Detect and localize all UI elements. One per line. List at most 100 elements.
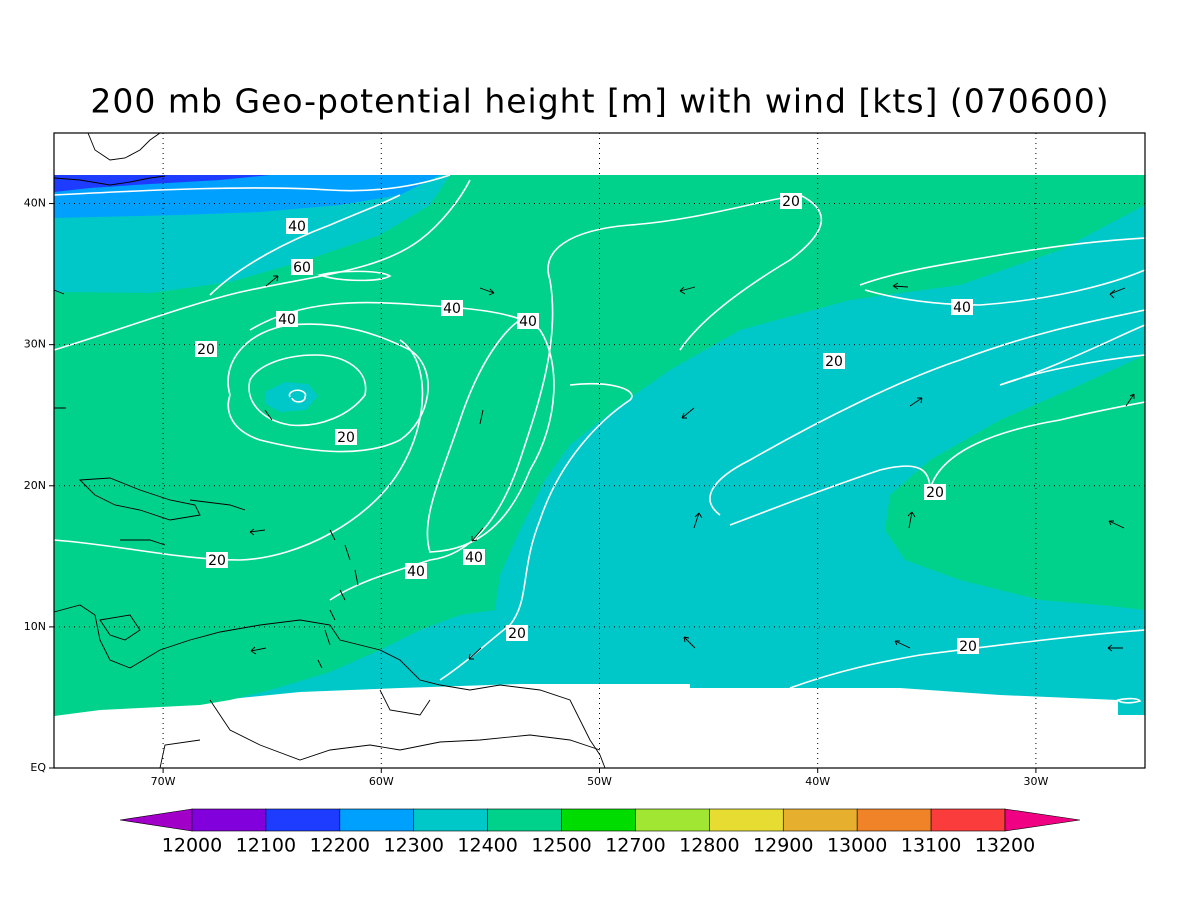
contour-label-box: [951, 299, 973, 315]
wind-arrow: [1108, 520, 1125, 529]
wind-arrow: [249, 528, 266, 536]
colorbar-swatch: [265, 808, 341, 832]
colorbar-end: [1004, 808, 1081, 832]
contour-label: 40: [278, 312, 296, 328]
colorbar-swatch: [191, 808, 267, 832]
contour-label-box: [506, 625, 528, 641]
contour-label: 60: [293, 260, 311, 276]
contour-label: 20: [337, 430, 355, 446]
contour-label-box: [924, 484, 946, 500]
x-tick-label: 70W: [151, 775, 176, 788]
contour-line: [248, 354, 367, 427]
x-tick-label: 60W: [369, 775, 394, 788]
colorbar-swatch: [782, 808, 858, 832]
wind-arrow: [681, 407, 695, 419]
x-tick-label: 50W: [587, 775, 612, 788]
wind-arrow: [53, 289, 484, 425]
map-title: 200 mb Geo-potential height [m] with win…: [90, 82, 1109, 121]
colorbar-label: 12000: [162, 835, 222, 857]
wind-arrow: [1125, 393, 1135, 407]
contour-label-box: [195, 341, 217, 357]
contour-label: 40: [465, 550, 483, 566]
field-region: [54, 175, 440, 218]
wind-arrow: [1109, 287, 1126, 299]
wind-arrow: [471, 527, 484, 542]
contour-label-box: [463, 549, 485, 565]
contour-label-box: [823, 353, 845, 369]
contour-label: 40: [443, 301, 461, 317]
colorbar-end: [119, 808, 193, 832]
contour-line: [329, 194, 823, 601]
contour-label: 20: [926, 485, 944, 501]
colorbar-label: 13100: [901, 835, 961, 857]
coastline: [120, 499, 246, 546]
contour-line: [864, 269, 1146, 306]
contour-label-box: [291, 259, 313, 275]
colorbar-swatch: [413, 808, 488, 832]
colorbar-label: 13200: [975, 835, 1035, 857]
y-tick-label: 10N: [24, 620, 46, 633]
wind-vectors: [53, 275, 1135, 660]
contour-line: [789, 629, 1146, 689]
wind-arrow: [693, 512, 703, 529]
colorbar-label: 12900: [753, 835, 813, 857]
wind-arrow: [894, 640, 911, 649]
colorbar-swatch: [856, 808, 932, 832]
contour-label: 20: [959, 639, 977, 655]
wind-arrow: [909, 397, 923, 407]
wind-arrow: [892, 282, 909, 290]
contour-label-box: [405, 563, 427, 579]
coastline: [53, 175, 166, 186]
axis-ticks: 70W 60W 50W 40W 30W EQ 10N 20N 30N 40N: [24, 197, 1049, 788]
contour-label: 20: [782, 194, 800, 210]
colorbar-swatch: [635, 808, 710, 832]
contour-line: [709, 309, 1146, 516]
coastlines: [53, 132, 606, 769]
contour-labels: 40 60 40 40 40 20 20 20 40 20 20 40 40 20 20 20: [195, 193, 979, 655]
colorbar-label: 12500: [531, 835, 591, 857]
y-tick-label: 20N: [24, 479, 46, 492]
field-region: [54, 175, 270, 192]
contour-line: [439, 382, 633, 681]
colorbar: 12000 12100 12200 12300 12400 12500 12700 12800…: [119, 808, 1081, 857]
contour-label: 20: [197, 342, 215, 358]
field-region: [265, 382, 318, 412]
wind-arrow: [907, 511, 916, 529]
colorbar-label: 12200: [310, 835, 370, 857]
wind-arrow: [479, 287, 495, 296]
colorbar-label: 12700: [605, 835, 665, 857]
contour-label-box: [286, 218, 308, 234]
wind-arrow: [683, 636, 696, 649]
colorbar-swatch: [487, 808, 562, 832]
contour-label-box: [206, 552, 228, 568]
coastline: [99, 614, 141, 641]
colorbar-swatch: [930, 808, 1006, 832]
contour-line: [249, 301, 555, 553]
field-region: [885, 355, 1145, 610]
y-tick-label: 30N: [24, 338, 46, 351]
contour-label: 40: [407, 564, 425, 580]
x-tick-label: 30W: [1023, 775, 1048, 788]
colorbar-swatch: [339, 808, 415, 832]
coastline: [317, 529, 359, 669]
contour-line: [209, 194, 401, 296]
colorbar-label: 12100: [236, 835, 296, 857]
contour-label: 20: [825, 354, 843, 370]
contour-line: [288, 389, 307, 403]
y-tick-label: 40N: [24, 197, 46, 210]
contour-label: 40: [953, 300, 971, 316]
x-tick-label: 40W: [805, 775, 830, 788]
wind-arrow: [468, 647, 482, 660]
contour-label-box: [441, 300, 463, 316]
wind-arrow: [1107, 644, 1123, 652]
contour-label: 20: [508, 626, 526, 642]
y-tick-label: EQ: [30, 761, 46, 774]
contour-line: [1116, 697, 1142, 704]
contour-label-box: [780, 193, 802, 209]
contour-line: [317, 270, 392, 282]
field-region: [54, 175, 1145, 716]
colorbar-swatch: [709, 808, 784, 832]
grid: [54, 133, 1145, 768]
colorbar-label: 12800: [679, 835, 739, 857]
